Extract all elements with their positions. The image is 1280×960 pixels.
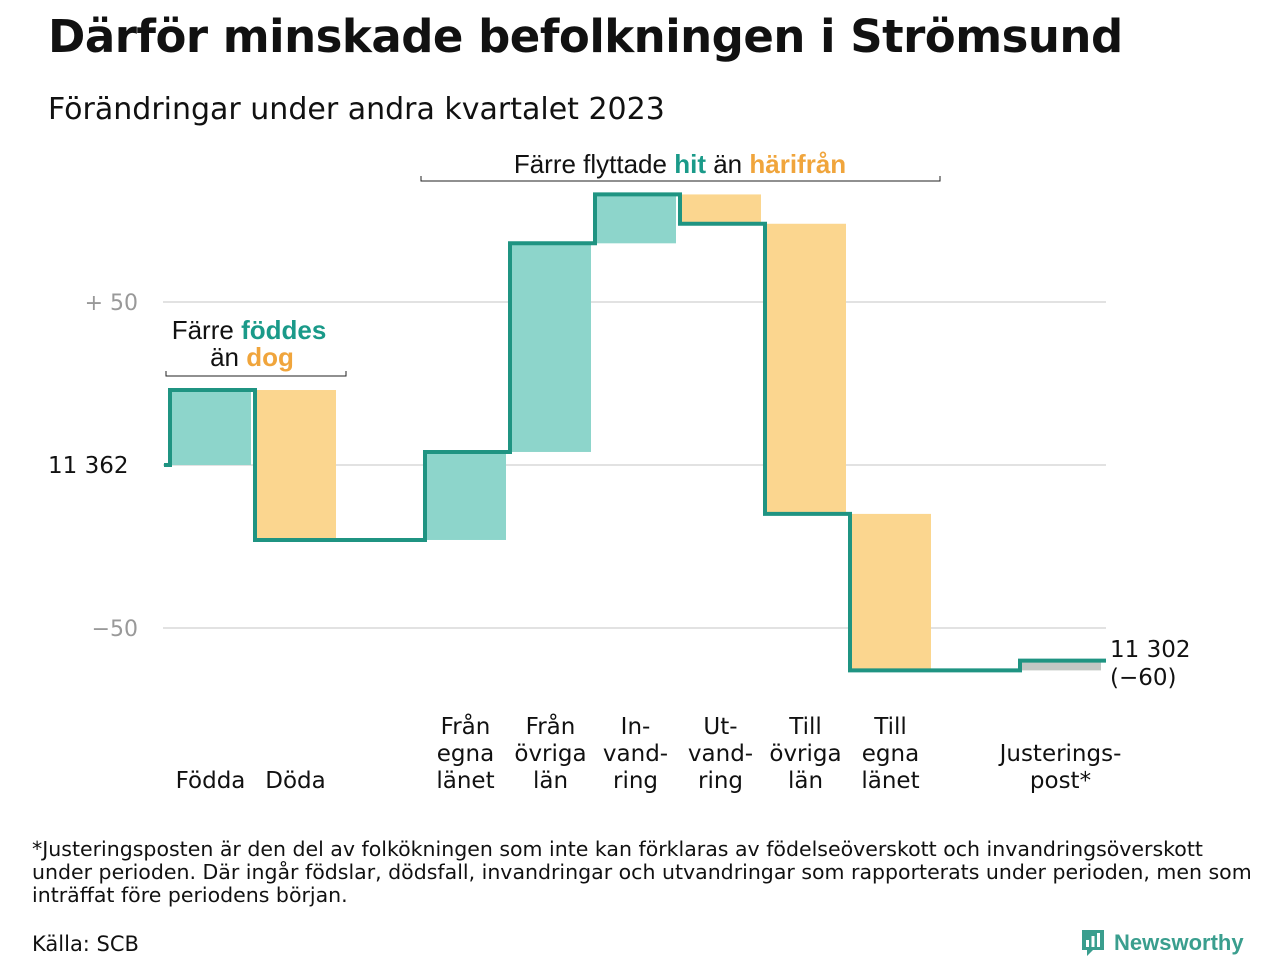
end-change-label: (−60)	[1110, 665, 1176, 691]
category-label: Till	[873, 714, 907, 740]
y-tick-label: −50	[92, 617, 138, 642]
waterfall-bar	[680, 194, 761, 224]
chart-subtitle: Förändringar under andra kvartalet 2023	[48, 92, 665, 127]
chart-title: Därför minskade befolkningen i Strömsund	[48, 10, 1123, 63]
natural-annotation: Färre föddes än dog	[165, 315, 347, 377]
start-value-label: 11 362	[48, 453, 128, 479]
cumulative-step-line	[164, 192, 1106, 673]
category-label: post*	[1030, 768, 1091, 794]
category-label: Till	[788, 714, 822, 740]
category-label: ring	[698, 768, 743, 794]
category-label: länet	[861, 768, 919, 794]
waterfall-bar	[765, 223, 846, 514]
category-label: län	[788, 768, 823, 794]
y-tick-label: + 50	[85, 291, 138, 316]
category-label: Födda	[176, 768, 246, 794]
category-label: länet	[436, 768, 494, 794]
category-label: övriga	[769, 741, 841, 767]
svg-text:än dog: än dog	[210, 342, 294, 372]
brand-name: Newsworthy	[1114, 930, 1244, 955]
category-label: övriga	[514, 741, 586, 767]
waterfall-bar	[850, 513, 931, 671]
category-label: län	[533, 768, 568, 794]
svg-text:Färre föddes: Färre föddes	[172, 315, 327, 345]
brand-logo[interactable]: Newsworthy	[1080, 928, 1244, 958]
migration-annotation: Färre flyttade hit än härifrån	[420, 149, 941, 182]
footnote: *Justeringsposten är den del av folkökni…	[32, 837, 1252, 907]
source-note: Källa: SCB	[32, 932, 139, 956]
category-label: vand-	[603, 741, 668, 767]
category-label: egna	[862, 741, 919, 767]
svg-text:Färre flyttade hit: Färre flyttade hit än härifrån	[514, 149, 846, 179]
waterfall-bar	[170, 390, 251, 465]
category-label: vand-	[688, 741, 753, 767]
waterfall-bar	[510, 243, 591, 452]
category-label: Från	[441, 712, 491, 740]
waterfall-bar	[255, 390, 336, 540]
category-label: Från	[526, 712, 576, 740]
category-label: In-	[621, 714, 651, 740]
category-label: Justerings-	[998, 741, 1122, 767]
waterfall-bar	[1020, 660, 1101, 671]
category-label: Ut-	[703, 714, 737, 740]
end-value-label: 11 302	[1110, 637, 1190, 663]
waterfall-bar	[425, 451, 506, 540]
bar-chart-logo-icon	[1082, 930, 1104, 956]
category-label: Döda	[265, 768, 325, 794]
category-label: egna	[437, 741, 494, 767]
waterfall-bar	[595, 194, 676, 244]
category-label: ring	[613, 768, 658, 794]
